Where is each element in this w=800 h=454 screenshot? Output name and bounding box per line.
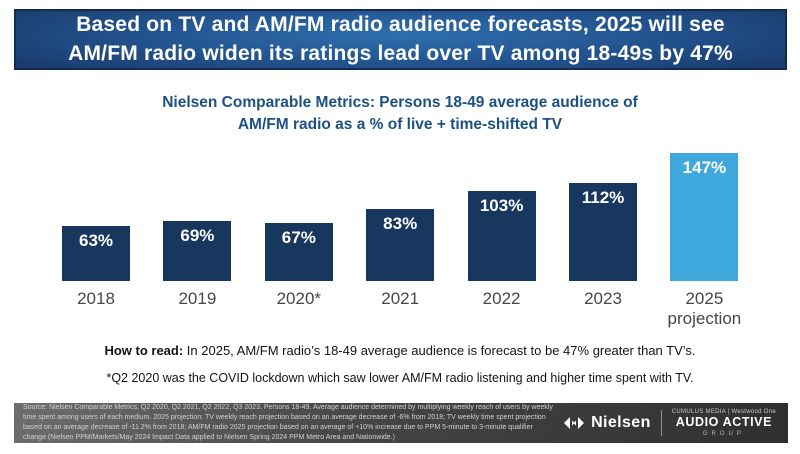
chart-title-line-1: Nielsen Comparable Metrics: Persons 18-4… — [162, 94, 638, 111]
nielsen-arrows-icon — [564, 417, 585, 429]
chart-area: 63% 2018 69% 2019 67% 2020* 83% 2021 103% 2022 112… — [0, 140, 800, 340]
bar-value-label: 103% — [479, 196, 524, 215]
chart-title-line-2: AM/FM radio as a % of live + time-shifte… — [237, 116, 563, 134]
bar-group-2025: 147% 2025 projection — [654, 140, 754, 340]
bar-value-label: 63% — [78, 231, 114, 250]
chart-title: Nielsen Comparable Metrics: Persons 18-4… — [0, 92, 800, 137]
bar-value-label: 147% — [682, 158, 727, 177]
bar: 69% — [163, 221, 232, 281]
bar-value-label: 69% — [180, 226, 215, 245]
partner-logos: CUMULUS MEDIA | Westwood One — [671, 409, 776, 416]
audio-active-group-logo: CUMULUS MEDIA | Westwood One AUDIO ACTIV… — [662, 409, 788, 437]
footer-bar: Source: Nielsen Comparable Metrics, Q2 2… — [14, 403, 788, 443]
bar-group-2023: 112% 2023 — [553, 140, 653, 340]
category-label: 2018 — [77, 289, 115, 308]
bar-value-label: 112% — [581, 188, 625, 207]
category-label: 2023 — [584, 289, 622, 308]
footer-divider — [660, 410, 662, 436]
audio-active-label: AUDIO ACTIVE — [675, 415, 773, 430]
source-text: Source: Nielsen Comparable Metrics, Q2 2… — [23, 404, 553, 441]
group-label: GROUP — [702, 430, 745, 437]
bar: 67% — [264, 223, 333, 281]
category-label: 2019 — [178, 289, 217, 308]
category-label: 2021 — [381, 289, 420, 308]
bar: 63% — [62, 226, 130, 281]
how-to-read-note: How to read: In 2025, AM/FM radio’s 18-4… — [0, 343, 800, 358]
headline-banner: Based on TV and AM/FM radio audience for… — [14, 9, 787, 70]
headline-line-1: Based on TV and AM/FM radio audience for… — [76, 13, 725, 37]
covid-footnote: *Q2 2020 was the COVID lockdown which sa… — [106, 371, 694, 385]
bar-group-2020: 67% 2020* — [249, 140, 349, 340]
bar-group-2021: 83% 2021 — [350, 140, 450, 340]
nielsen-logo: Nielsen — [557, 414, 661, 432]
bar-group-2022: 103% 2022 — [452, 140, 552, 340]
bar-group-2019: 69% 2019 — [147, 140, 247, 340]
bar: 83% — [366, 209, 435, 281]
headline-line-2: AM/FM radio widen its ratings lead over … — [68, 41, 733, 65]
nielsen-wordmark: Nielsen — [591, 414, 651, 431]
how-to-read-text: In 2025, AM/FM radio’s 18-49 average aud… — [183, 343, 696, 358]
bar-value-label: 83% — [383, 214, 418, 233]
category-label: 2022 — [482, 289, 521, 308]
bar-value-label: 67% — [281, 228, 316, 247]
bar-group-2018: 63% 2018 — [46, 140, 146, 340]
category-label: 2025 projection — [667, 289, 742, 329]
bar: 147% — [670, 153, 739, 281]
category-label: 2020* — [276, 289, 322, 308]
bar: 112% — [569, 183, 637, 281]
bar: 103% — [467, 191, 536, 281]
how-to-read-prefix: How to read: — [104, 343, 184, 358]
